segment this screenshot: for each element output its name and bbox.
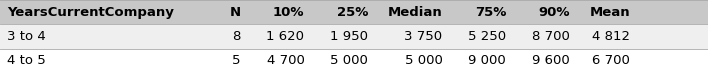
Bar <box>0 49 708 73</box>
Text: 75%: 75% <box>475 6 506 19</box>
Text: 3 750: 3 750 <box>404 30 442 43</box>
Bar <box>0 24 708 49</box>
Text: 25%: 25% <box>337 6 368 19</box>
Text: 10%: 10% <box>273 6 304 19</box>
Text: 5 250: 5 250 <box>468 30 506 43</box>
Text: 3 to 4: 3 to 4 <box>7 30 46 43</box>
Text: 9 600: 9 600 <box>532 54 570 67</box>
Text: 8 700: 8 700 <box>532 30 570 43</box>
Text: 1 620: 1 620 <box>266 30 304 43</box>
Text: YearsCurrentCompany: YearsCurrentCompany <box>7 6 174 19</box>
Text: 6 700: 6 700 <box>593 54 630 67</box>
Text: N: N <box>229 6 241 19</box>
Text: 5 000: 5 000 <box>331 54 368 67</box>
Text: 5: 5 <box>232 54 241 67</box>
Text: 8: 8 <box>232 30 241 43</box>
Text: Mean: Mean <box>590 6 630 19</box>
Text: 4 to 5: 4 to 5 <box>7 54 46 67</box>
Text: 9 000: 9 000 <box>469 54 506 67</box>
Text: 1 950: 1 950 <box>330 30 368 43</box>
Text: 90%: 90% <box>539 6 570 19</box>
Text: Median: Median <box>388 6 442 19</box>
Bar <box>0 0 708 24</box>
Text: 4 700: 4 700 <box>267 54 304 67</box>
Text: 4 812: 4 812 <box>592 30 630 43</box>
Text: 5 000: 5 000 <box>405 54 442 67</box>
